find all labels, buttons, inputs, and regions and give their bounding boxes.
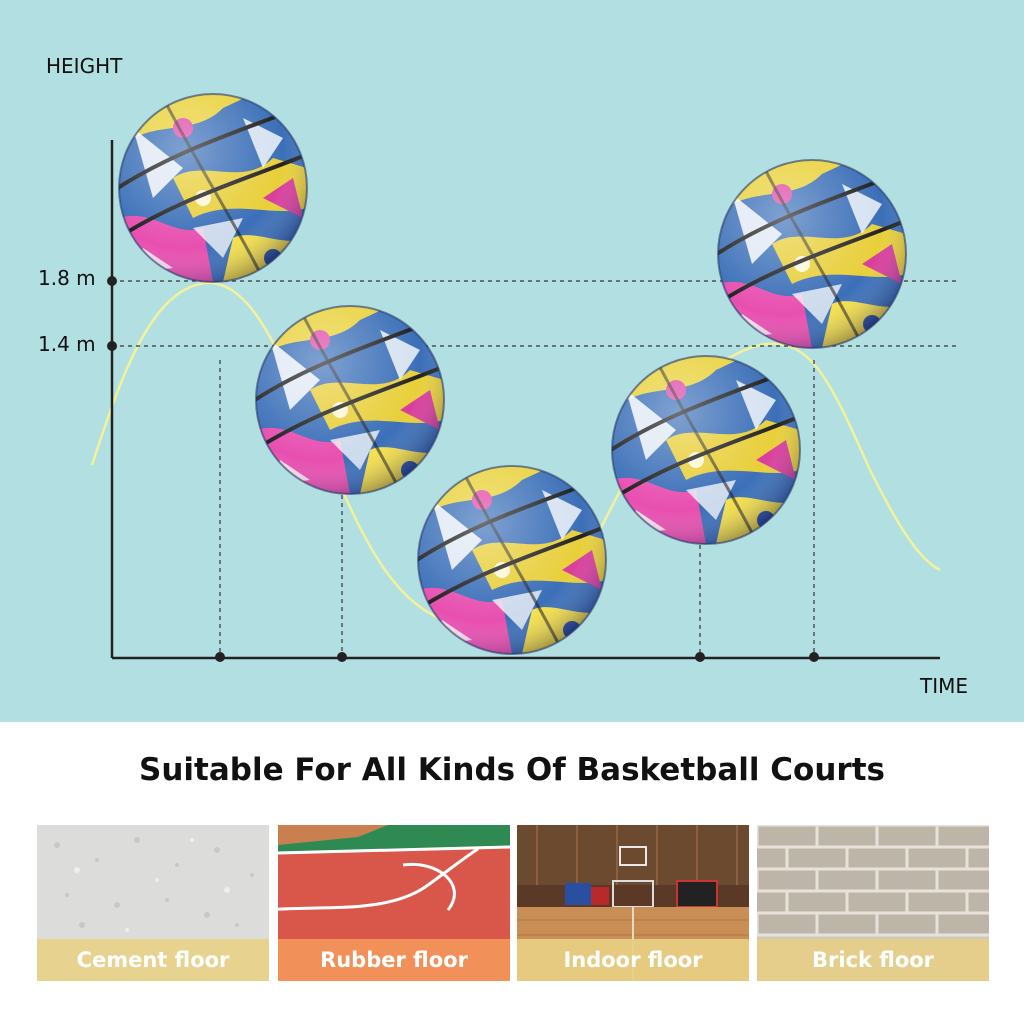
floor-caption: Cement floor — [37, 939, 269, 981]
time-marker — [337, 652, 347, 662]
level-marker — [107, 276, 117, 286]
time-marker — [809, 652, 819, 662]
basketball-image — [702, 144, 922, 364]
time-marker — [215, 652, 225, 662]
basketball-image — [596, 340, 816, 560]
y-axis-label: HEIGHT — [46, 54, 123, 78]
floor-caption: Brick floor — [757, 939, 989, 981]
x-axis-label: TIME — [920, 674, 969, 698]
bounce-height-graph — [90, 0, 960, 722]
basketball-image — [103, 78, 323, 298]
floor-card-cement: Cement floor — [37, 825, 269, 981]
floor-caption: Rubber floor — [278, 939, 510, 981]
level-marker — [107, 341, 117, 351]
basketball-image — [240, 290, 460, 510]
floor-card-indoor: Indoor floor — [517, 825, 749, 981]
floor-card-rubber: Rubber floor — [278, 825, 510, 981]
time-marker — [695, 652, 705, 662]
bounce-diagram-panel: HEIGHT TIME 1.8 m 1.4 m — [0, 0, 1024, 722]
floor-card-brick: Brick floor — [757, 825, 989, 981]
page-heading: Suitable For All Kinds Of Basketball Cou… — [139, 752, 885, 788]
level-label-1-4: 1.4 m — [38, 332, 96, 356]
floor-caption: Indoor floor — [517, 939, 749, 981]
level-label-1-8: 1.8 m — [38, 266, 96, 290]
basketball-image — [402, 450, 622, 670]
